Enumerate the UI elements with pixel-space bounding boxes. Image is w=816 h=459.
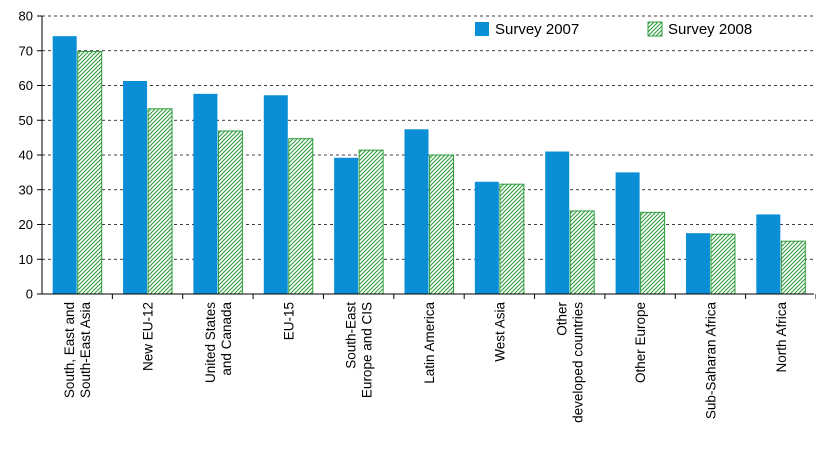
x-category-label: EU-15	[281, 302, 296, 340]
bar-survey-2008	[147, 108, 173, 295]
x-category-label: Other Europe	[633, 302, 648, 383]
legend-survey-2007: Survey 2007	[475, 21, 579, 38]
bar-survey-2008	[569, 210, 595, 295]
x-category-label: South-East Asia	[78, 302, 93, 399]
bar-survey-2007	[52, 36, 77, 294]
bar-survey-2007	[404, 129, 429, 294]
bar-survey-2007	[474, 181, 499, 294]
y-tick-label: 30	[19, 182, 33, 197]
bar-survey-2008	[780, 240, 806, 295]
legend: Survey 2007 Survey 2008	[475, 21, 752, 38]
y-tick-label: 20	[19, 217, 33, 232]
bar-survey-2008	[77, 50, 103, 295]
bar-survey-2007	[685, 233, 710, 294]
legend-swatch	[647, 21, 663, 37]
legend-survey-2008: Survey 2008	[647, 21, 752, 38]
bar-survey-2007	[615, 172, 640, 294]
x-category-label: New EU-12	[141, 302, 156, 371]
x-category-labels: South, East and South-East Asia New EU-12 U…	[62, 301, 789, 422]
legend-label: Survey 2008	[668, 21, 752, 38]
x-category-label: North Africa	[774, 302, 789, 373]
bar-survey-2008	[358, 149, 384, 295]
bar-survey-2008	[710, 233, 736, 295]
bar-survey-2007	[545, 151, 570, 294]
bar-survey-2008	[217, 130, 243, 295]
legend-swatch	[475, 22, 489, 36]
legend-label: Survey 2007	[495, 21, 579, 38]
x-category-label: developed countries	[571, 302, 586, 423]
bar-survey-2007	[756, 214, 781, 294]
x-category-label: South-East	[344, 302, 359, 369]
x-category-label: Latin America	[422, 302, 437, 384]
bar-survey-2008	[288, 138, 314, 295]
x-category-label: Sub-Saharan Africa	[703, 302, 718, 420]
bar-survey-2007	[123, 80, 148, 294]
y-tick-label: 60	[19, 78, 33, 93]
x-category-label: South, East and	[62, 302, 77, 398]
x-category-label: United States	[203, 302, 218, 383]
y-tick-label: 50	[19, 113, 33, 128]
bar-survey-2008	[499, 183, 525, 295]
bar-survey-2007	[263, 95, 288, 294]
y-tick-label: 40	[19, 148, 33, 163]
x-category-label: Europe and CIS	[360, 302, 375, 398]
bar-survey-2007	[193, 93, 218, 294]
bar-survey-2007	[334, 157, 359, 294]
y-tick-labels: 0 10 20 30 40 50 60 70 80	[19, 9, 33, 302]
bar-survey-2008	[429, 154, 454, 295]
x-category-label: Other	[555, 301, 570, 335]
x-category-label: West Asia	[492, 302, 507, 362]
y-tick-label: 80	[19, 9, 33, 24]
axes	[37, 15, 816, 299]
x-category-label: and Canada	[219, 302, 234, 376]
bars	[52, 36, 806, 295]
y-tick-label: 70	[19, 43, 33, 58]
bar-survey-2008	[640, 211, 666, 295]
y-tick-label: 0	[26, 287, 33, 302]
y-tick-label: 10	[19, 252, 33, 267]
